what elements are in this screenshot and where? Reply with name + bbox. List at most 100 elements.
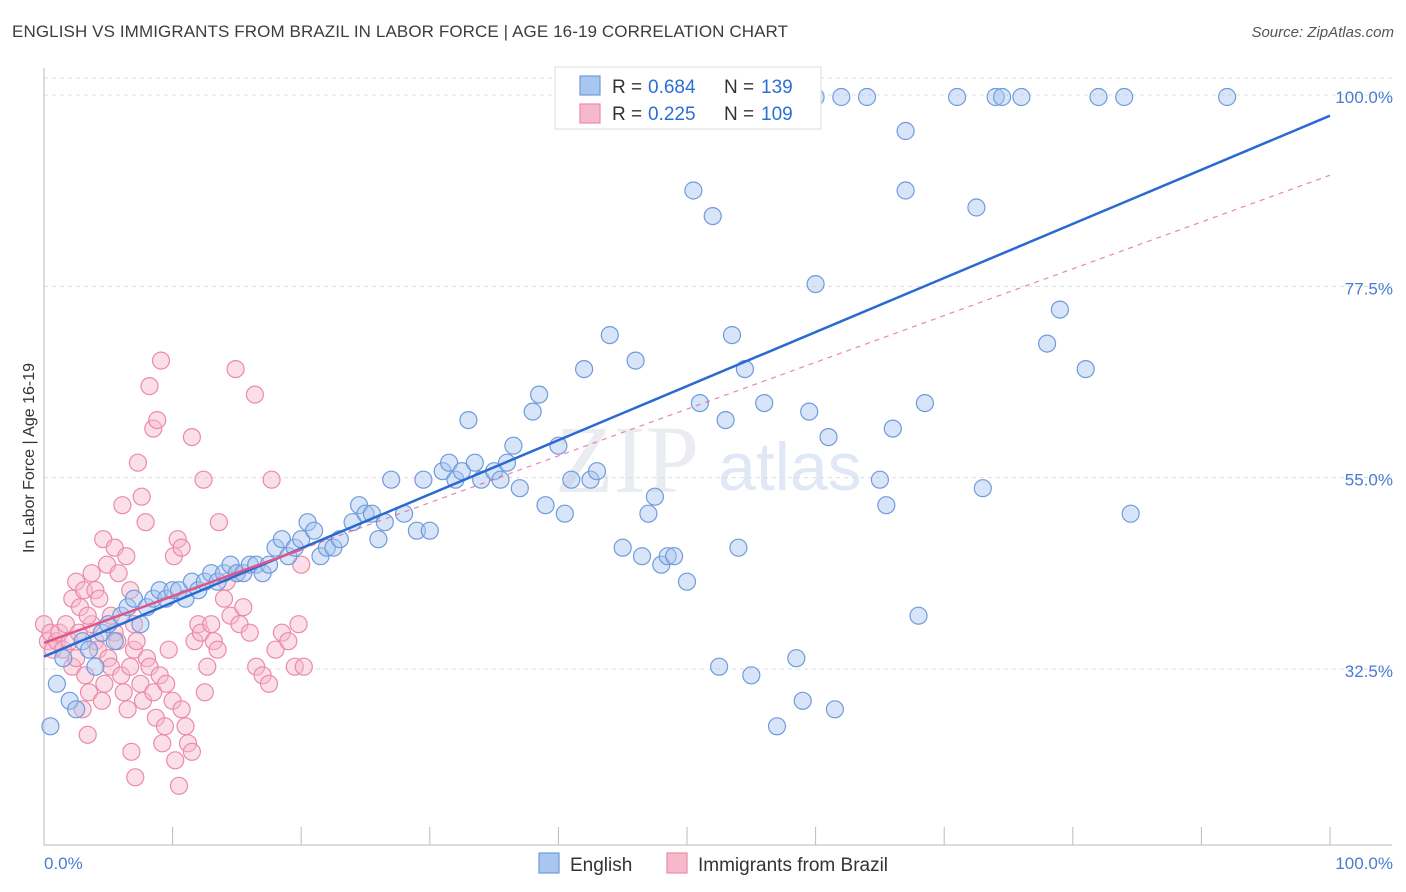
english-point	[825, 700, 845, 719]
english-point	[1115, 87, 1134, 107]
watermark-zip: ZIP	[555, 406, 699, 513]
english-point	[632, 547, 652, 566]
english-point	[523, 402, 542, 421]
english-point	[407, 521, 426, 540]
brazil-point	[136, 513, 155, 532]
legend-n-value-english: 139	[761, 77, 793, 98]
brazil-point	[198, 657, 217, 676]
english-point	[896, 121, 915, 141]
legend-r-label-english: R =	[612, 77, 642, 98]
english-point	[414, 470, 433, 489]
brazil-point	[113, 496, 132, 515]
brazil-point	[56, 615, 76, 634]
bottom-legend-brazil: Immigrants from Brazil	[698, 855, 888, 876]
brazil-point	[266, 640, 285, 659]
brazil-point	[148, 411, 167, 430]
english-point	[562, 470, 581, 489]
english-point	[1076, 360, 1095, 379]
english-point	[664, 547, 684, 566]
english-point	[883, 419, 902, 438]
brazil-point	[176, 717, 195, 736]
english-point	[857, 87, 877, 107]
english-point	[1050, 300, 1070, 319]
brazil-point	[208, 640, 227, 659]
english-point	[600, 326, 619, 345]
brazil-point	[166, 751, 185, 770]
english-point	[1217, 87, 1237, 107]
chart-title: ENGLISH VS IMMIGRANTS FROM BRAZIL IN LAB…	[12, 22, 789, 41]
english-point	[703, 207, 722, 226]
legend-n-label-brazil: N =	[724, 104, 754, 125]
english-point	[382, 470, 401, 489]
english-point	[504, 436, 523, 455]
brazil-point	[122, 742, 141, 761]
english-point	[440, 453, 459, 472]
brazil-point	[226, 360, 245, 379]
brazil-point	[82, 564, 101, 583]
brazil-point	[169, 776, 189, 795]
brazil-point	[214, 589, 234, 608]
brazil-point	[140, 377, 159, 396]
english-point	[915, 394, 935, 413]
y-tick-label: 32.5%	[1345, 662, 1393, 681]
bottom-legend: English Immigrants from Brazil	[538, 852, 888, 876]
y-axis-title: In Labor Force | Age 16-19	[21, 363, 38, 553]
english-point	[67, 700, 86, 719]
brazil-trend-line	[43, 548, 302, 645]
brazil-point	[118, 700, 137, 719]
brazil-point	[127, 632, 146, 651]
brazil-point	[159, 640, 178, 659]
english-point	[529, 385, 549, 404]
english-point	[645, 487, 665, 506]
english-point	[877, 496, 896, 515]
brazil-point	[151, 351, 171, 370]
english-point	[896, 181, 915, 200]
brazil-point	[157, 674, 176, 693]
legend-n-value-brazil: 109	[761, 104, 793, 125]
english-point	[555, 504, 574, 523]
brazil-point	[172, 538, 191, 557]
axes	[43, 68, 1392, 846]
trend-lines	[43, 114, 1331, 658]
legend-swatch-brazil	[579, 103, 601, 124]
bottom-legend-swatch-english	[538, 852, 560, 874]
x-tick-label-min: 0.0%	[44, 854, 83, 873]
brazil-point	[126, 768, 145, 787]
brazil-point	[86, 581, 105, 600]
english-point	[105, 632, 124, 651]
brazil-point	[202, 615, 221, 634]
english-point	[947, 87, 967, 107]
bottom-legend-english: English	[570, 855, 632, 876]
english-point	[767, 717, 787, 736]
english-point	[684, 181, 703, 200]
english-point	[677, 572, 697, 591]
english-point	[1089, 87, 1108, 107]
brazil-trend-extension	[300, 174, 1331, 550]
brazil-point	[259, 674, 279, 693]
y-tick-label: 77.5%	[1345, 279, 1393, 298]
legend-r-label-brazil: R =	[612, 104, 642, 125]
english-point	[510, 479, 529, 498]
brazil-point	[73, 700, 92, 719]
brazil-point	[240, 623, 259, 642]
english-point	[369, 530, 388, 549]
brazil-point	[155, 717, 174, 736]
english-point	[716, 411, 735, 430]
brazil-point	[92, 691, 112, 710]
english-point	[722, 326, 742, 345]
brazil-point	[289, 615, 308, 634]
english-point	[909, 606, 928, 625]
english-point	[870, 470, 890, 489]
brazil-point	[279, 632, 298, 651]
english-point	[465, 453, 484, 472]
english-point	[272, 530, 291, 549]
english-point	[1037, 334, 1057, 353]
english-point	[729, 538, 748, 557]
legend: R = 0.684 N = 139 R = 0.225 N = 109	[554, 66, 822, 130]
brazil-point	[128, 453, 147, 472]
english-point	[639, 504, 658, 523]
brazil-point	[132, 487, 151, 506]
brazil-point	[117, 547, 136, 566]
legend-r-value-english: 0.684	[648, 77, 696, 98]
